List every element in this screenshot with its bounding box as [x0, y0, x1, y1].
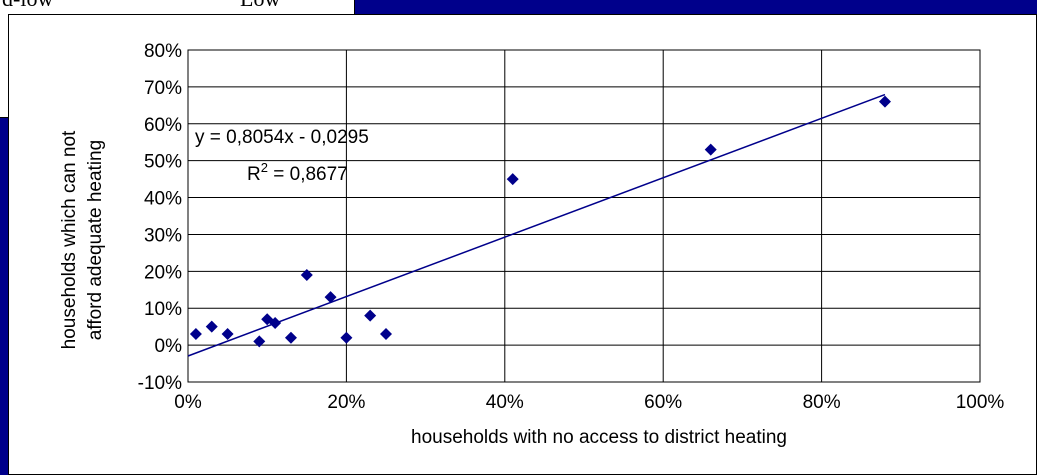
data-point — [253, 335, 266, 348]
data-points — [189, 95, 891, 348]
background-label-left: d-low — [2, 0, 53, 12]
y-tick-label: 80% — [144, 41, 182, 62]
trendline-layer — [187, 93, 886, 357]
data-point — [189, 328, 202, 341]
data-point — [878, 95, 891, 108]
y-tick-label: 0% — [155, 336, 183, 357]
x-tick-label: 20% — [327, 392, 365, 413]
data-point — [269, 316, 282, 329]
plot-border — [187, 49, 981, 383]
x-tick-label: 100% — [956, 392, 1005, 413]
x-axis-title: households with no access to district he… — [411, 427, 787, 448]
data-point — [300, 269, 313, 282]
y-tick-label: 40% — [144, 189, 182, 210]
data-point — [324, 291, 337, 304]
trendline — [187, 93, 886, 357]
chart-area: -10% 0% 10% 20% 30% 40% 50% 60% 70% 80% 0% 20% 40% 6… — [8, 14, 1037, 475]
data-point — [506, 173, 519, 186]
y-axis-title-line-1: households which can not — [59, 130, 80, 349]
trendline-equation: y = 0,8054x - 0,0295 — [195, 127, 369, 148]
x-axis-ticks: 0% 20% 40% 60% 80% 100% — [174, 392, 1004, 413]
data-point — [284, 331, 297, 344]
scatter-chart: -10%0%10%20%30%40%50%60%70%80% 0% 20% 40% 6… — [59, 41, 1004, 448]
y-tick-label: 10% — [144, 299, 182, 320]
background-frame-left — [0, 0, 8, 475]
x-tick-label: 40% — [486, 392, 524, 413]
x-tick-label: 80% — [803, 392, 841, 413]
gridlines — [187, 49, 981, 383]
y-tick-label: 70% — [144, 78, 182, 99]
plot-area — [187, 49, 981, 383]
data-point — [364, 309, 377, 322]
y-tick-label: 60% — [144, 115, 182, 136]
y-axis-ticks: -10% 0% 10% 20% 30% 40% 50% 60% 70% 80% — [138, 41, 182, 394]
y-tick-label: 30% — [144, 225, 182, 246]
y-tick-label: 50% — [144, 152, 182, 173]
y-axis-title-line-2: afford adequate heating — [85, 140, 106, 340]
data-point — [380, 328, 392, 341]
y-tick-label: -10% — [138, 373, 182, 394]
x-tick-label: 0% — [174, 392, 202, 413]
data-point — [704, 143, 717, 156]
y-tick-label: 20% — [144, 262, 182, 283]
data-point — [205, 320, 218, 333]
x-tick-label: 60% — [644, 392, 682, 413]
data-point — [340, 331, 353, 344]
data-point — [221, 328, 234, 341]
background-label-right: Low — [240, 0, 280, 12]
r-squared-label: R2 = 0,8677 — [247, 160, 348, 185]
